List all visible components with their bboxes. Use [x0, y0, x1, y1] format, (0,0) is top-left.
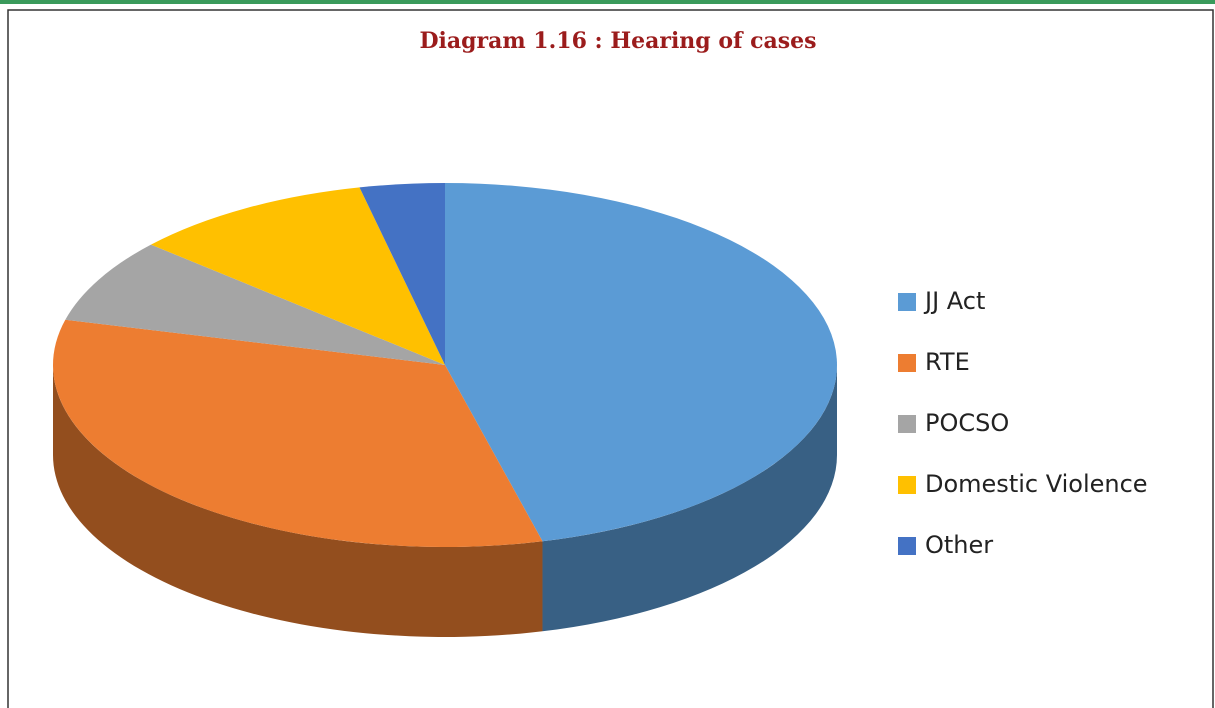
legend-label: Other — [925, 531, 993, 559]
chart-title: Diagram 1.16 : Hearing of cases — [419, 28, 816, 54]
legend-label: RTE — [925, 348, 970, 376]
slice-side — [542, 365, 837, 632]
pie — [53, 183, 838, 638]
slice-side — [53, 365, 543, 638]
legend-label: POCSO — [925, 409, 1009, 437]
slice — [53, 319, 543, 547]
slice — [359, 183, 445, 365]
legend-swatch — [898, 415, 916, 433]
top-border — [0, 0, 1215, 4]
legend-swatch — [898, 354, 916, 372]
slice — [65, 244, 445, 365]
legend-swatch — [898, 537, 916, 555]
frame — [7, 9, 1214, 708]
slice — [150, 187, 445, 365]
legend-label: Domestic Violence — [925, 470, 1148, 498]
legend-label: JJ Act — [923, 287, 985, 315]
legend-swatch — [898, 293, 916, 311]
legend: JJ Act RTE POCSO Domestic Violence Other — [898, 287, 1148, 559]
slice — [445, 183, 838, 542]
legend-swatch — [898, 476, 916, 494]
